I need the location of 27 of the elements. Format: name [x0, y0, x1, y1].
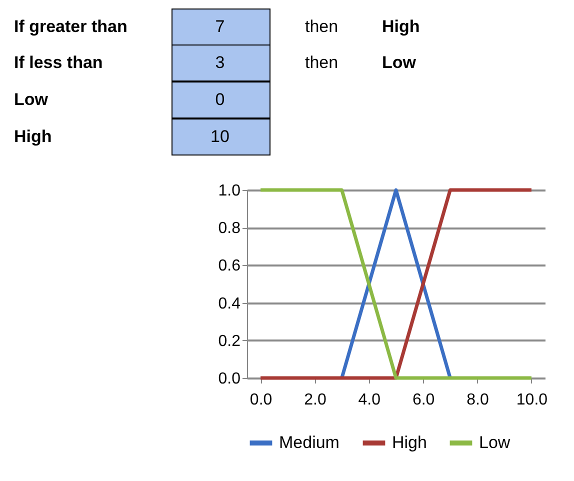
- legend-label: Medium: [279, 433, 340, 452]
- text: Low: [382, 53, 417, 72]
- x-tick-label: 0.0: [250, 392, 272, 408]
- text: 7: [215, 17, 225, 36]
- y-tick-label: 0.8: [218, 220, 241, 238]
- y-tick-label: 0.2: [218, 332, 241, 350]
- y-tick-label: 0.0: [218, 370, 241, 388]
- text: 3: [215, 53, 225, 72]
- x-tick-label: 6.0: [412, 392, 435, 408]
- legend-label: High: [392, 433, 427, 452]
- x-tick-label: 2.0: [304, 392, 326, 408]
- text: 0: [215, 90, 225, 109]
- y-tick-label: 0.6: [218, 258, 241, 275]
- text: High: [14, 127, 52, 146]
- y-tick-label: 1.0: [218, 182, 241, 200]
- text: If greater than: [14, 17, 128, 36]
- text: High: [382, 17, 420, 36]
- text: If less than: [14, 53, 103, 72]
- x-tick-label: 8.0: [466, 392, 489, 408]
- x-tick-label: 10.0: [516, 392, 548, 408]
- text: Low: [14, 90, 49, 109]
- text: 10: [210, 127, 230, 146]
- text: then: [305, 17, 338, 36]
- legend-label: Low: [479, 433, 511, 452]
- text: then: [305, 53, 338, 72]
- x-tick-label: 4.0: [358, 392, 381, 408]
- y-tick-label: 0.4: [218, 295, 241, 312]
